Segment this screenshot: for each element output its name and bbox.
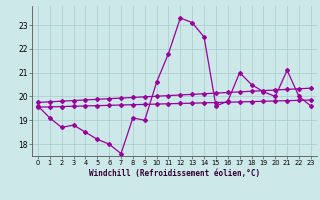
X-axis label: Windchill (Refroidissement éolien,°C): Windchill (Refroidissement éolien,°C) xyxy=(89,169,260,178)
